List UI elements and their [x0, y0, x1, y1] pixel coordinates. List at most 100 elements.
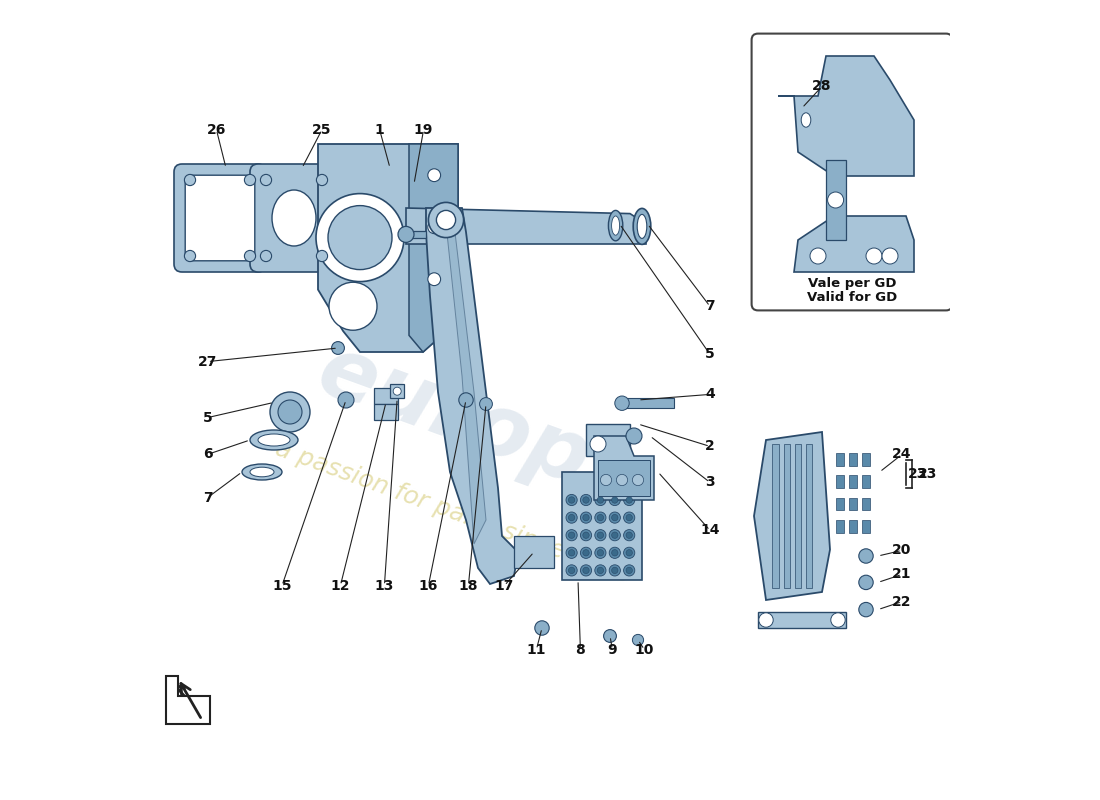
Circle shape [609, 565, 620, 576]
Text: 23: 23 [909, 466, 927, 481]
Circle shape [261, 174, 272, 186]
Circle shape [624, 547, 635, 558]
Circle shape [624, 512, 635, 523]
Circle shape [624, 530, 635, 541]
Text: 8: 8 [575, 642, 585, 657]
Circle shape [626, 514, 632, 521]
Circle shape [270, 392, 310, 432]
Text: 21: 21 [892, 567, 912, 582]
Ellipse shape [801, 113, 811, 127]
Circle shape [398, 226, 414, 242]
Text: Vale per GD: Vale per GD [807, 278, 896, 290]
Circle shape [393, 387, 402, 395]
Ellipse shape [612, 216, 619, 235]
Bar [849, 453, 857, 466]
Text: 23: 23 [918, 466, 937, 481]
Circle shape [597, 532, 604, 538]
Text: 14: 14 [701, 523, 719, 538]
Circle shape [866, 248, 882, 264]
Polygon shape [778, 56, 914, 176]
Circle shape [428, 202, 463, 238]
Circle shape [569, 532, 575, 538]
Circle shape [827, 192, 844, 208]
Text: 3: 3 [705, 475, 715, 490]
Circle shape [595, 565, 606, 576]
Text: a passion for parts since 1985: a passion for parts since 1985 [273, 436, 636, 588]
Bar [772, 444, 779, 588]
Bar [849, 475, 857, 488]
Ellipse shape [272, 190, 316, 246]
Circle shape [616, 474, 628, 486]
Circle shape [583, 497, 590, 503]
Polygon shape [374, 404, 398, 420]
Circle shape [185, 250, 196, 262]
Circle shape [244, 250, 255, 262]
Circle shape [583, 550, 590, 556]
FancyBboxPatch shape [174, 164, 266, 272]
Text: 13: 13 [375, 578, 394, 593]
Text: 24: 24 [892, 447, 912, 462]
Text: 4: 4 [705, 387, 715, 402]
Text: 5: 5 [705, 347, 715, 362]
Circle shape [437, 210, 455, 230]
Circle shape [569, 567, 575, 574]
Ellipse shape [637, 214, 647, 238]
Circle shape [810, 248, 826, 264]
Polygon shape [374, 388, 398, 404]
Bar [514, 536, 554, 568]
Circle shape [583, 567, 590, 574]
Circle shape [595, 512, 606, 523]
Circle shape [859, 602, 873, 617]
Polygon shape [426, 208, 518, 584]
Bar [586, 424, 630, 456]
Bar [806, 444, 813, 588]
Text: 1: 1 [375, 122, 385, 137]
Ellipse shape [250, 467, 274, 477]
Bar [849, 520, 857, 533]
Circle shape [581, 565, 592, 576]
Circle shape [581, 512, 592, 523]
Text: 7: 7 [202, 490, 212, 505]
Circle shape [595, 494, 606, 506]
Circle shape [590, 436, 606, 452]
Text: 11: 11 [527, 642, 546, 657]
Bar [836, 498, 845, 510]
Circle shape [328, 206, 392, 270]
Text: 19: 19 [414, 122, 433, 137]
Circle shape [626, 532, 632, 538]
Circle shape [566, 547, 578, 558]
Circle shape [612, 514, 618, 521]
Circle shape [569, 514, 575, 521]
Text: 25: 25 [312, 122, 332, 137]
Circle shape [626, 497, 632, 503]
Circle shape [609, 494, 620, 506]
Text: 12: 12 [331, 578, 350, 593]
Circle shape [830, 613, 845, 627]
Bar [862, 453, 870, 466]
Circle shape [595, 530, 606, 541]
Circle shape [859, 549, 873, 563]
Text: Valid for GD: Valid for GD [807, 291, 898, 304]
Ellipse shape [250, 430, 298, 450]
Circle shape [569, 497, 575, 503]
Text: 17: 17 [495, 578, 514, 593]
Bar [836, 520, 845, 533]
Circle shape [597, 567, 604, 574]
Polygon shape [166, 676, 210, 724]
Bar [849, 498, 857, 510]
Circle shape [185, 174, 196, 186]
Circle shape [338, 392, 354, 408]
Circle shape [459, 393, 473, 407]
Text: 26: 26 [207, 122, 227, 137]
FancyBboxPatch shape [751, 34, 953, 310]
Circle shape [331, 342, 344, 354]
Circle shape [428, 221, 441, 234]
Text: 28: 28 [812, 79, 832, 94]
Text: 2: 2 [705, 439, 715, 454]
Bar [795, 444, 801, 588]
Text: 22: 22 [892, 594, 912, 609]
Text: 18: 18 [459, 578, 478, 593]
Circle shape [624, 565, 635, 576]
Bar [562, 472, 642, 580]
Circle shape [626, 428, 642, 444]
